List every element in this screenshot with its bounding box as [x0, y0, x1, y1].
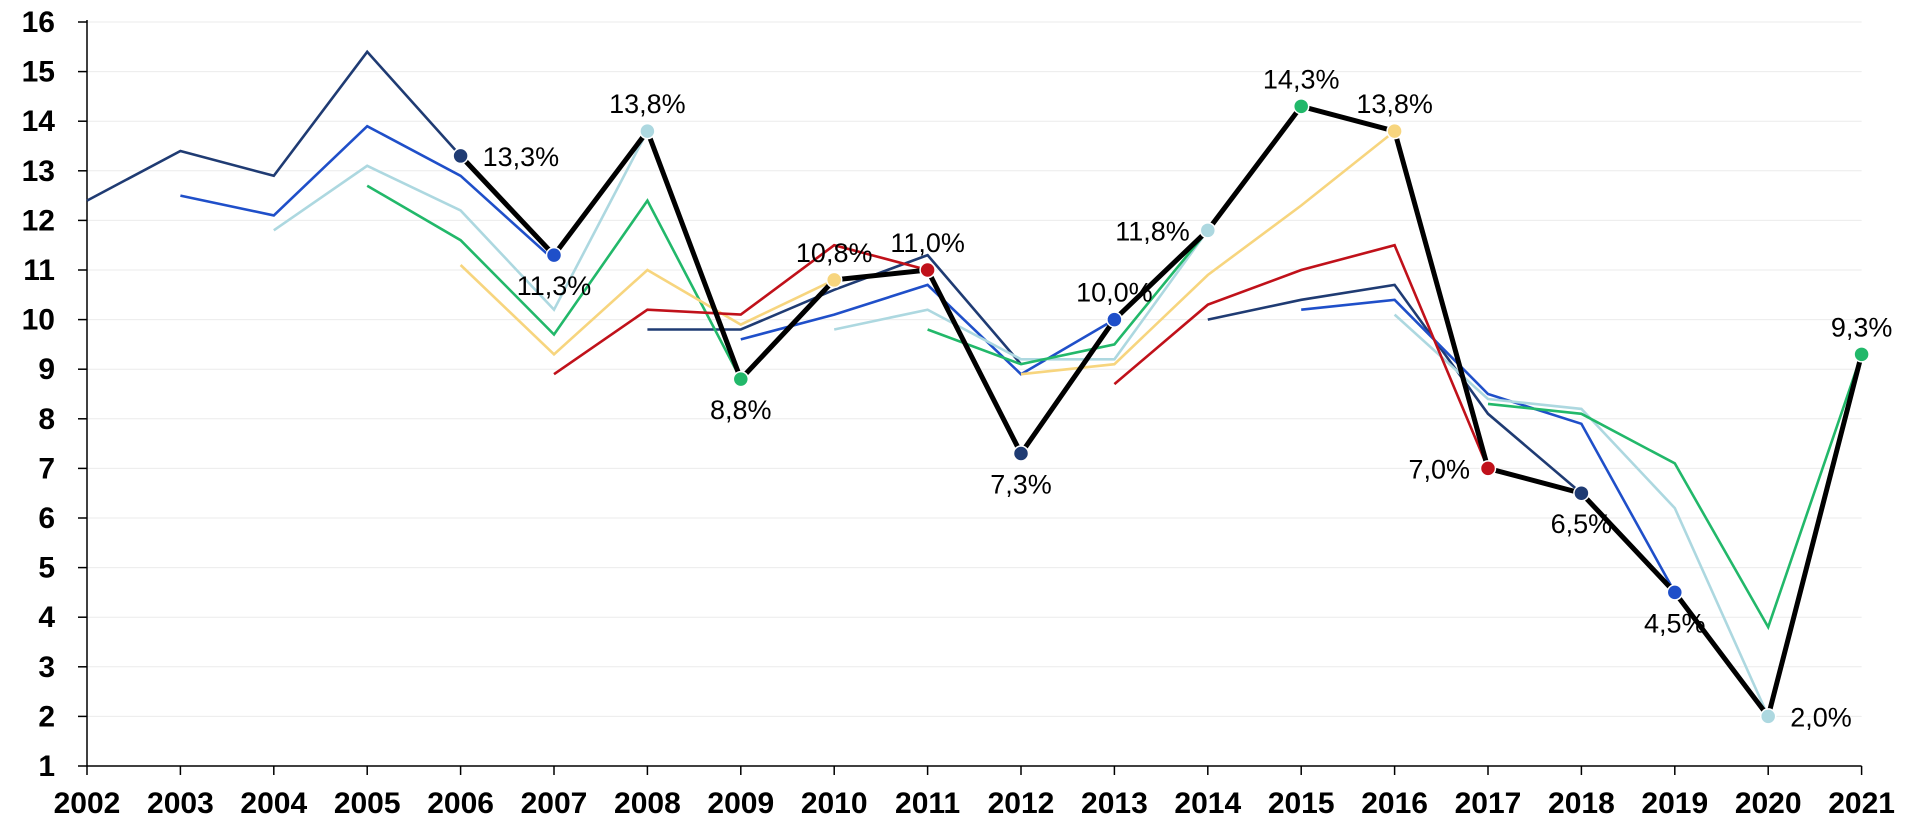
x-tick-label: 2021: [1828, 787, 1895, 820]
x-tick-labels: 2002 2003 2004 2005 2006 2007 2008 2009 2010 2011…: [54, 787, 1895, 820]
series-lines: [86, 49, 1865, 723]
data-point-marker: [1199, 222, 1217, 239]
data-label: 11,0%: [890, 228, 965, 258]
data-point-marker: [1012, 445, 1030, 462]
series-line: [1207, 283, 1583, 495]
series-line: [459, 264, 835, 357]
series-line: [1020, 130, 1396, 376]
y-tick-label: 3: [38, 651, 55, 684]
data-label: 10,8%: [796, 238, 873, 268]
y-tick-label: 15: [22, 56, 55, 89]
series-line: [1487, 353, 1863, 631]
series-line: [366, 184, 742, 380]
x-tick-label: 2002: [54, 787, 121, 820]
axes: [78, 20, 1863, 775]
series-line: [1301, 298, 1676, 594]
data-point-marker: [1386, 122, 1403, 140]
y-tick-label: 5: [38, 552, 55, 585]
data-point-marker: [1479, 460, 1497, 477]
y-tick-label: 13: [22, 155, 55, 188]
x-tick-label: 2004: [240, 787, 307, 820]
data-labels: 13,3% 11,3% 13,8% 8,8% 10,8% 11,0% 7,3% 10,0% 11…: [483, 64, 1893, 732]
data-label: 10,0%: [1076, 278, 1153, 308]
data-label: 2,0%: [1790, 702, 1852, 732]
x-tick-label: 2017: [1455, 787, 1522, 820]
y-tick-label: 11: [23, 254, 55, 287]
x-tick-label: 2014: [1174, 787, 1241, 820]
x-tick-label: 2015: [1268, 787, 1335, 820]
y-tick-label: 12: [22, 204, 55, 237]
series-line: [833, 229, 1209, 361]
data-point-marker: [1292, 98, 1310, 115]
x-tick-label: 2010: [801, 787, 868, 820]
y-tick-label: 9: [38, 353, 55, 386]
series-line: [553, 243, 928, 376]
emphasis-series-line: [458, 103, 1865, 723]
y-tick-label: 16: [22, 6, 55, 39]
x-tick-label: 2016: [1361, 787, 1428, 820]
data-label: 13,8%: [609, 89, 686, 119]
y-tick-label: 6: [38, 502, 55, 535]
data-label: 9,3%: [1831, 312, 1893, 342]
data-point-marker: [452, 147, 469, 165]
series-line: [180, 124, 555, 262]
data-markers: [452, 98, 1870, 725]
series-line: [86, 49, 462, 202]
data-point-marker: [639, 122, 656, 140]
data-label: 4,5%: [1644, 608, 1706, 638]
series-line: [740, 283, 1116, 376]
y-tick-label: 8: [38, 403, 55, 436]
data-label: 7,3%: [990, 470, 1052, 500]
x-tick-label: 2007: [521, 787, 588, 820]
data-label: 13,8%: [1356, 89, 1433, 119]
series-line: [273, 130, 649, 312]
x-tick-label: 2003: [147, 787, 214, 820]
x-tick-label: 2013: [1081, 787, 1148, 820]
data-point-marker: [1853, 346, 1870, 363]
y-tick-label: 4: [38, 601, 55, 634]
x-tick-label: 2018: [1548, 787, 1615, 820]
x-tick-label: 2019: [1641, 787, 1708, 820]
data-label: 7,0%: [1408, 454, 1470, 484]
data-label: 6,5%: [1551, 509, 1613, 539]
data-point-marker: [545, 246, 563, 264]
series-line: [1113, 243, 1490, 469]
gridlines: [87, 21, 1862, 717]
x-tick-label: 2012: [988, 787, 1055, 820]
x-tick-label: 2005: [334, 787, 401, 820]
x-tick-label: 2020: [1735, 787, 1802, 820]
data-label: 14,3%: [1263, 64, 1340, 94]
y-tick-label: 14: [22, 105, 56, 138]
y-tick-label: 1: [38, 750, 55, 783]
data-point-marker: [1666, 584, 1684, 601]
y-tick-label: 10: [22, 304, 55, 337]
series-line: [647, 253, 1022, 366]
x-tick-label: 2011: [895, 787, 960, 820]
x-tick-label: 2006: [427, 787, 494, 820]
data-point-marker: [1106, 311, 1123, 328]
y-tick-label: 2: [38, 700, 55, 733]
data-point-marker: [919, 261, 936, 279]
data-label: 8,8%: [710, 395, 772, 425]
x-tick-label: 2008: [614, 787, 681, 820]
data-label: 11,8%: [1115, 216, 1190, 246]
series-line: [1393, 313, 1770, 717]
x-tick-label: 2009: [707, 787, 774, 820]
y-tick-label: 7: [38, 452, 55, 485]
data-point-marker: [1573, 484, 1590, 502]
data-point-marker: [825, 271, 843, 289]
data-label: 11,3%: [517, 271, 592, 301]
data-label: 13,3%: [483, 142, 560, 172]
data-point-marker: [1759, 708, 1777, 725]
data-point-marker: [732, 370, 750, 388]
